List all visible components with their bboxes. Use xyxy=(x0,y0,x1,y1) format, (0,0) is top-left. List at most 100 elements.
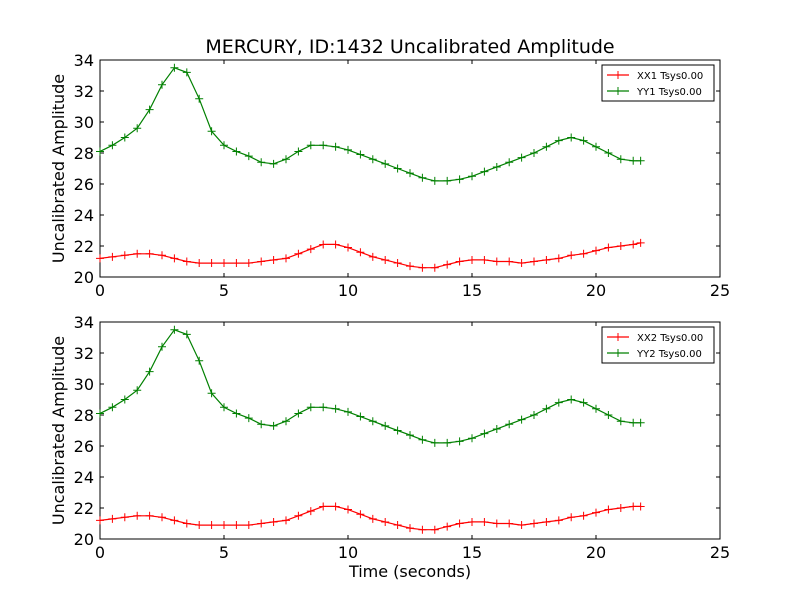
top-series-0-point xyxy=(468,255,476,264)
bottom-series-1-point xyxy=(468,434,476,443)
top-series-1-point xyxy=(282,155,290,164)
top-series-1-point xyxy=(579,136,588,145)
bottom-series-0-point xyxy=(331,502,340,511)
top-series-0-point xyxy=(505,257,514,266)
top-x-tick-label: 20 xyxy=(586,281,606,300)
bottom-series-1-point xyxy=(244,414,253,423)
bottom-series-1-point xyxy=(331,404,340,413)
bottom-series-1-point xyxy=(492,424,501,433)
bottom-series-0-point xyxy=(418,525,427,534)
bottom-y-tick-label: 26 xyxy=(74,437,94,456)
top-series-0-point xyxy=(393,259,402,268)
bottom-series-1-point xyxy=(145,367,154,376)
top-series-0-point xyxy=(182,257,191,266)
top-series-0-point xyxy=(455,257,464,266)
bottom-series-0-point xyxy=(505,519,514,528)
bottom-series-1-point xyxy=(393,426,402,435)
bottom-series-1-point xyxy=(108,403,117,412)
top-series-1-point xyxy=(356,150,365,159)
bottom-legend-label-0: XX2 Tsys0.00 xyxy=(637,333,703,344)
top-series-0-point xyxy=(480,255,489,264)
bottom-series-0-point xyxy=(406,524,414,533)
top-series-1-point xyxy=(120,133,129,142)
top-series-1-point xyxy=(629,156,638,165)
figure-title: MERCURY, ID:1432 Uncalibrated Amplitude xyxy=(205,36,614,58)
top-series-0-point xyxy=(604,243,613,252)
top-series-0-point xyxy=(492,257,501,266)
top-series-1-point xyxy=(592,142,600,151)
bottom-series-1-point xyxy=(96,409,104,418)
top-series-1-point xyxy=(244,152,253,161)
bottom-series-1-point xyxy=(170,325,179,334)
top-series-1-point xyxy=(182,68,191,77)
top-x-tick-label: 5 xyxy=(219,281,229,300)
top-series-1-point xyxy=(430,176,439,185)
bottom-series-0-point xyxy=(381,517,390,526)
bottom-x-tick-label: 5 xyxy=(219,543,229,562)
top-series-1-point xyxy=(418,173,427,182)
bottom-series-0-point xyxy=(468,517,476,526)
bottom-panel: 0 5 10 15 20 25 20 22 24 26 28 30 32 34 Uncalibrated A… xyxy=(49,313,730,562)
bottom-y-tick-label: 30 xyxy=(74,375,94,394)
top-series-1-point xyxy=(505,158,514,167)
top-series-0-point xyxy=(108,252,117,261)
top-series-0-point xyxy=(306,245,315,254)
bottom-series-0-point xyxy=(269,517,278,526)
bottom-series-1-point xyxy=(554,398,563,407)
top-series-0-point xyxy=(158,251,166,260)
bottom-x-tick-label: 25 xyxy=(710,543,730,562)
bottom-series-1-point xyxy=(636,418,645,427)
bottom-series-1-point xyxy=(220,403,228,412)
top-series-1-point xyxy=(443,176,452,185)
bottom-series-0-point xyxy=(145,511,154,520)
top-series-0-point xyxy=(96,254,104,263)
top-y-tick-label: 32 xyxy=(74,82,94,101)
top-y-tick-label: 28 xyxy=(74,144,94,163)
top-y-tick-label: 24 xyxy=(74,206,94,225)
bottom-y-tick-label: 24 xyxy=(74,468,94,487)
bottom-series-0-point xyxy=(344,505,352,514)
bottom-series-1-point xyxy=(133,386,142,395)
bottom-series-0-point xyxy=(220,521,228,530)
bottom-series-0-point xyxy=(356,510,365,519)
bottom-series-1-point xyxy=(430,438,439,447)
top-series-1-point xyxy=(393,164,402,173)
bottom-series-1-point xyxy=(120,395,129,404)
bottom-series-1-point xyxy=(592,404,600,413)
bottom-series-0-point xyxy=(195,521,204,530)
top-y-tick-label: 34 xyxy=(74,51,94,70)
top-series-1-point xyxy=(195,94,204,103)
top-series-1-point xyxy=(604,149,613,157)
x-axis-label: Time (seconds) xyxy=(348,562,471,581)
bottom-series-0-point xyxy=(517,521,526,530)
top-series-0-point xyxy=(567,251,576,260)
top-series-1-point xyxy=(269,159,278,168)
top-x-tick-label: 10 xyxy=(338,281,358,300)
bottom-legend-marker-0 xyxy=(614,333,622,341)
top-series-1-point xyxy=(294,147,303,156)
bottom-y-tick-label: 34 xyxy=(74,313,94,332)
top-series-1-point xyxy=(468,172,476,181)
top-series-1-point xyxy=(455,175,464,184)
top-series-0-point xyxy=(257,257,266,266)
top-series-0-point xyxy=(356,248,365,257)
top-series-0-point xyxy=(207,259,216,268)
bottom-series-1-point xyxy=(269,421,278,430)
top-series-1-point xyxy=(567,133,576,142)
top-y-tick-label: 22 xyxy=(74,237,94,256)
bottom-series-0-point xyxy=(282,516,290,525)
bottom-series-0-point xyxy=(636,502,645,511)
top-series-0-point xyxy=(636,238,645,247)
top-series-1-point xyxy=(319,141,328,150)
bottom-series-1-point xyxy=(282,417,290,426)
top-series-0-point xyxy=(381,255,390,264)
bottom-y-tick-label: 20 xyxy=(74,530,94,549)
top-series-1-point xyxy=(554,136,563,145)
bottom-series-0-point xyxy=(629,502,638,511)
top-series-1-point xyxy=(96,147,104,156)
bottom-series-1-point xyxy=(257,420,266,429)
bottom-series-1-point xyxy=(629,418,638,427)
top-series-1-point xyxy=(220,141,228,150)
bottom-series-1-point xyxy=(195,356,204,365)
